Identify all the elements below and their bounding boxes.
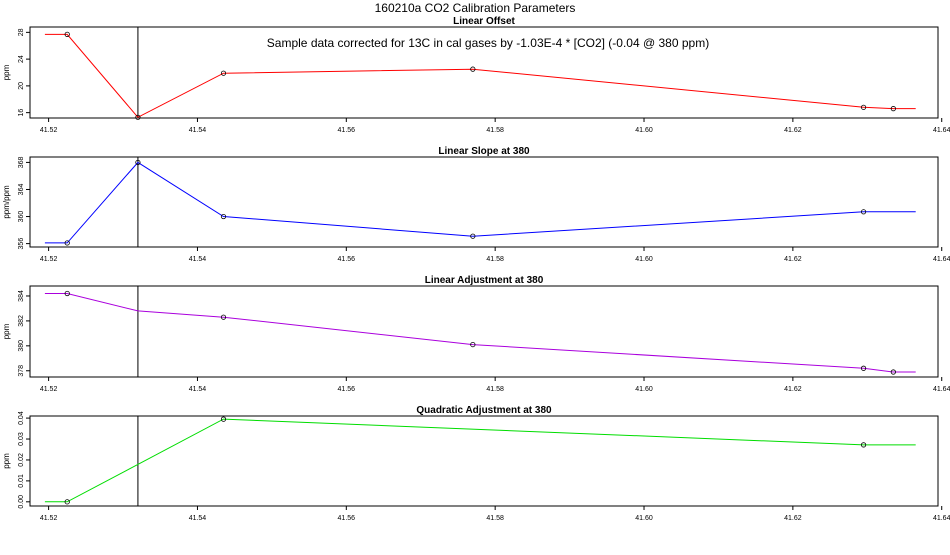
data-point (890, 369, 896, 375)
y-axis-label: ppm/ppm (2, 185, 11, 219)
data-point (860, 365, 867, 371)
y-tick-label: 16 (18, 109, 25, 117)
y-tick-label: 364 (18, 184, 25, 196)
y-tick-label: 24 (18, 55, 25, 63)
y-axis-label: ppm (2, 323, 11, 339)
panel-4: Quadratic Adjustment at 380 ppm 0.00 0.01 0.… (2, 405, 950, 522)
data-point (860, 209, 867, 215)
y-tick-label: 380 (18, 340, 25, 352)
panel-title: Linear Offset (453, 16, 515, 27)
y-tick-label: 360 (18, 211, 25, 223)
x-tick-label: 41.64 (933, 256, 950, 263)
data-point (890, 106, 896, 112)
data-point (220, 314, 227, 320)
x-tick-label: 41.58 (486, 256, 504, 263)
x-tick-label: 41.56 (338, 386, 356, 393)
series-line (44, 293, 916, 373)
x-tick-label: 41.58 (486, 386, 504, 393)
x-tick-label: 41.56 (338, 127, 356, 134)
x-tick-label: 41.62 (784, 256, 802, 263)
x-tick-label: 41.56 (338, 515, 356, 522)
x-tick-label: 41.54 (189, 515, 207, 522)
y-tick-label: 20 (18, 82, 25, 90)
plot-frame (29, 26, 939, 119)
data-point (64, 31, 70, 37)
x-tick-label: 41.60 (635, 386, 653, 393)
x-tick-label: 41.60 (635, 515, 653, 522)
y-tick-label: 382 (18, 315, 25, 327)
x-tick-label: 41.54 (189, 127, 207, 134)
x-tick-label: 41.58 (486, 127, 504, 134)
y-tick-label: 28 (18, 28, 25, 36)
y-axis-label: ppm (2, 453, 11, 469)
y-tick-label: 356 (18, 238, 25, 250)
data-point (860, 442, 867, 448)
x-tick-label: 41.64 (933, 515, 950, 522)
panel-2: Linear Slope at 380 ppm/ppm 356 360 364 368 41… (2, 146, 950, 263)
x-tick-label: 41.60 (635, 127, 653, 134)
data-point (470, 233, 476, 239)
series-line (44, 418, 916, 503)
data-point (64, 499, 70, 505)
y-tick-label: 368 (18, 156, 25, 168)
data-point (135, 114, 141, 120)
x-tick-label: 41.52 (40, 256, 58, 263)
x-tick-label: 41.62 (784, 515, 802, 522)
x-tick-label: 41.64 (933, 386, 950, 393)
y-tick-label: 378 (18, 365, 25, 377)
plot-frame (29, 156, 939, 248)
x-tick-label: 41.54 (189, 256, 207, 263)
data-point (64, 290, 70, 297)
panel-1: Linear Offset ppm 16 20 24 28 41.52 41.54 41.56 4… (2, 16, 950, 134)
y-tick-label: 0.02 (18, 453, 25, 467)
series-line (44, 33, 916, 118)
x-tick-label: 41.52 (40, 386, 58, 393)
y-tick-label: 0.04 (18, 411, 25, 425)
panel-3: Linear Adjustment at 380 ppm 378 380 382 384 4… (2, 275, 950, 393)
data-point (860, 104, 867, 110)
data-point (220, 416, 227, 422)
x-tick-label: 41.54 (189, 386, 207, 393)
series-line (44, 161, 916, 244)
x-tick-label: 41.60 (635, 256, 653, 263)
x-tick-label: 41.52 (40, 127, 58, 134)
y-tick-label: 0.00 (18, 495, 25, 509)
x-tick-label: 41.62 (784, 127, 802, 134)
x-tick-label: 41.64 (933, 127, 950, 134)
panel-title: Linear Slope at 380 (438, 146, 530, 157)
x-tick-label: 41.58 (486, 515, 504, 522)
page-title: 160210a CO2 Calibration Parameters (375, 1, 576, 15)
plot-frame (29, 285, 939, 378)
y-axis-label: ppm (2, 64, 11, 80)
y-tick-label: 0.03 (18, 432, 25, 446)
data-point (135, 159, 141, 166)
data-point (64, 240, 70, 246)
correction-note: Sample data corrected for 13C in cal gas… (267, 36, 709, 50)
data-point (220, 70, 227, 76)
y-tick-label: 0.01 (18, 474, 25, 488)
y-tick-label: 384 (18, 290, 25, 302)
data-point (220, 213, 227, 220)
panel-title: Quadratic Adjustment at 380 (416, 405, 552, 416)
data-point (470, 341, 476, 348)
x-tick-label: 41.62 (784, 386, 802, 393)
data-point (470, 66, 476, 72)
x-tick-label: 41.56 (338, 256, 356, 263)
panel-title: Linear Adjustment at 380 (425, 275, 544, 286)
x-tick-label: 41.52 (40, 515, 58, 522)
plot-frame (29, 415, 939, 507)
